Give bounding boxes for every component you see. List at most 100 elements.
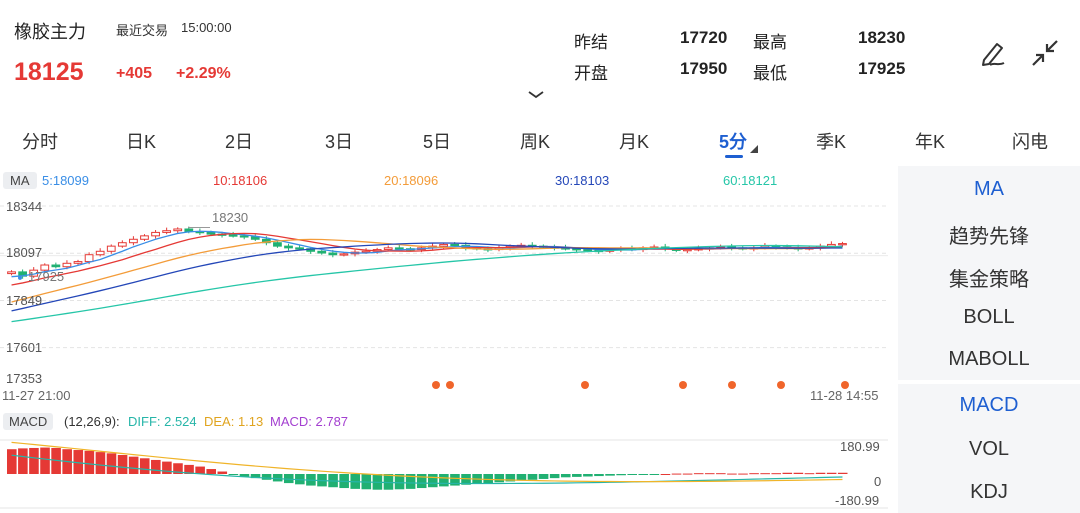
candle-body xyxy=(206,231,216,235)
indicator-trend-pioneer[interactable]: 趋势先锋 xyxy=(949,226,1029,248)
macd-bar xyxy=(837,472,848,474)
low-marker xyxy=(18,275,22,280)
candle-body xyxy=(394,247,404,250)
macd-bar xyxy=(405,474,416,489)
tab-monthly-k[interactable]: 月K xyxy=(619,132,650,152)
macd-bar xyxy=(738,473,748,475)
collapse-icon[interactable] xyxy=(1030,38,1060,68)
candle-body xyxy=(328,252,338,256)
macd-bar xyxy=(693,473,704,475)
candle-body xyxy=(117,242,127,247)
signal-dot xyxy=(679,381,687,389)
candle-body xyxy=(51,264,61,268)
indicator-kdj[interactable]: KDJ xyxy=(970,481,1008,503)
signal-dot xyxy=(777,381,785,389)
macd-bar xyxy=(649,474,660,475)
candle-body xyxy=(7,271,16,275)
tab-flash[interactable]: 闪电 xyxy=(1012,132,1048,152)
ma10-label: 10:18106 xyxy=(213,173,268,188)
candle-body xyxy=(151,231,160,237)
macd-bar xyxy=(128,456,139,474)
tab-daily-k[interactable]: 日K xyxy=(126,132,157,152)
macd-bar xyxy=(428,474,438,488)
candle-body xyxy=(228,234,238,237)
macd-bar xyxy=(173,463,183,474)
stat-label-low: 最低 xyxy=(753,64,787,83)
macd-dea-label: DEA: 1.13 xyxy=(204,414,264,429)
tab-5day[interactable]: 5日 xyxy=(423,132,452,152)
draw-pen-icon[interactable] xyxy=(980,38,1008,68)
tab-intraday[interactable]: 分时 xyxy=(22,132,58,152)
stat-value-high: 18230 xyxy=(858,28,906,47)
candle-body xyxy=(129,238,138,244)
macd-y-top: 180.99 xyxy=(840,439,880,454)
indicator-capital-strategy[interactable]: 集金策略 xyxy=(949,269,1029,291)
instrument-title: 橡胶主力 xyxy=(14,22,86,42)
macd-bar xyxy=(716,473,726,475)
macd-bar xyxy=(394,474,405,490)
macd-bar xyxy=(283,474,294,484)
tab-3day[interactable]: 3日 xyxy=(325,132,354,152)
low-annotation: 17925 xyxy=(28,269,65,284)
expand-chevron-icon[interactable] xyxy=(527,89,545,99)
candle-body xyxy=(62,262,72,268)
signal-dot xyxy=(432,381,440,389)
macd-y-zero: 0 xyxy=(874,474,882,489)
candle-body xyxy=(450,243,460,247)
indicator-macd[interactable]: MACD xyxy=(959,394,1019,416)
tab-weekly-k[interactable]: 周K xyxy=(520,132,551,152)
macd-bar xyxy=(527,474,538,480)
tab-dropdown-icon[interactable] xyxy=(750,145,758,153)
candle-body xyxy=(295,247,304,250)
candle-body xyxy=(84,254,94,263)
ma-badge[interactable]: MA xyxy=(3,172,37,189)
macd-badge[interactable]: MACD xyxy=(3,413,54,430)
macd-bar xyxy=(439,474,449,487)
macd-bar xyxy=(151,459,161,474)
macd-bar xyxy=(826,472,837,474)
tab-yearly-k[interactable]: 年K xyxy=(915,132,946,152)
candle-body xyxy=(73,261,83,264)
candle-body xyxy=(106,245,116,252)
x-end-label: 11-28 14:55 xyxy=(810,388,879,403)
macd-bar xyxy=(261,474,272,480)
stat-value-open: 17950 xyxy=(680,59,728,78)
trade-time: 15:00:00 xyxy=(181,20,232,35)
indicator-ma[interactable]: MA xyxy=(974,178,1004,200)
macd-bar xyxy=(73,450,84,474)
indicator-boll[interactable]: BOLL xyxy=(963,306,1015,328)
macd-chart[interactable] xyxy=(0,436,890,510)
tab-quarterly-k[interactable]: 季K xyxy=(816,132,847,152)
diff-line xyxy=(11,454,843,485)
macd-bar xyxy=(505,474,516,482)
macd-bar xyxy=(572,474,582,477)
macd-bar xyxy=(760,473,770,475)
macd-bar xyxy=(95,452,106,474)
indicator-maboll[interactable]: MABOLL xyxy=(948,348,1030,370)
signal-dot xyxy=(728,381,736,389)
macd-bar xyxy=(106,453,117,474)
candle-body xyxy=(239,235,249,238)
candle-body xyxy=(383,247,393,251)
macd-bar xyxy=(782,472,793,474)
candle-body xyxy=(95,250,105,256)
candle-body xyxy=(284,245,293,249)
macd-bar xyxy=(538,474,549,479)
candle-body xyxy=(273,242,282,247)
macd-bar xyxy=(793,472,804,474)
macd-bar xyxy=(84,450,95,474)
kline-chart[interactable] xyxy=(0,190,890,390)
macd-value-label: MACD: 2.787 xyxy=(270,414,349,429)
macd-bar xyxy=(605,474,615,476)
ma20-label: 20:18096 xyxy=(384,173,439,188)
ma60-line xyxy=(11,244,843,323)
tab-2day[interactable]: 2日 xyxy=(225,132,254,152)
macd-bar xyxy=(40,447,50,474)
indicator-vol[interactable]: VOL xyxy=(968,438,1010,460)
macd-bar xyxy=(594,474,604,477)
tab-5min[interactable]: 5分 xyxy=(719,132,748,152)
candle-body xyxy=(140,235,149,240)
macd-bar xyxy=(217,471,228,474)
macd-bar xyxy=(682,473,693,475)
macd-bar xyxy=(162,461,172,474)
